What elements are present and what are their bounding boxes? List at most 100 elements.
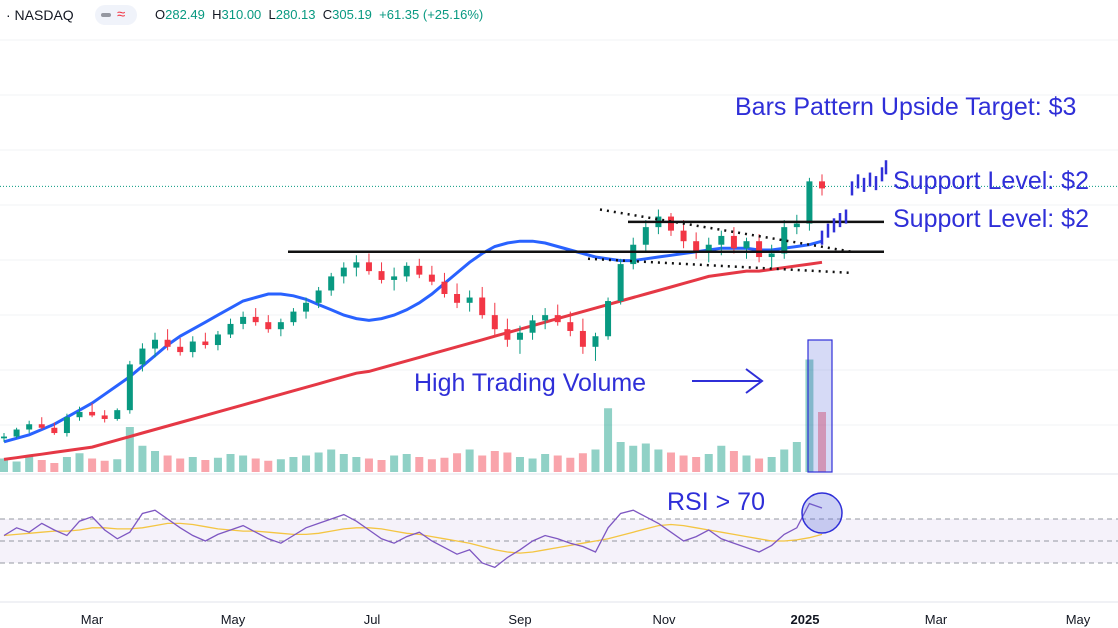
candle: [202, 341, 209, 346]
close-label: C: [322, 7, 333, 22]
volume-bar: [805, 359, 814, 472]
candle: [252, 316, 259, 323]
volume-bar: [201, 460, 210, 472]
volume-bar: [390, 455, 399, 472]
candle: [630, 244, 637, 265]
volume-bar: [792, 442, 801, 472]
volume-bar: [767, 457, 776, 472]
volume-bar: [566, 457, 575, 472]
volume-bar: [641, 443, 650, 472]
candle: [491, 315, 498, 330]
volume-bar: [453, 453, 462, 472]
volume-bar: [679, 455, 688, 472]
volume-bar: [427, 459, 436, 472]
volume-bar: [478, 455, 487, 472]
low-label: L: [268, 7, 276, 22]
volume-bar: [176, 458, 185, 472]
candle: [353, 262, 360, 268]
volume-bar: [352, 457, 361, 472]
candle: [227, 323, 234, 335]
candle: [428, 274, 435, 282]
candle: [315, 290, 322, 303]
volume-bar: [541, 454, 550, 472]
volume-bar: [75, 453, 84, 472]
candle: [642, 227, 649, 245]
candle: [303, 302, 310, 312]
volume-bar: [717, 445, 726, 472]
candle: [265, 322, 272, 330]
volume-bar: [264, 460, 273, 472]
support-label-upper: Support Level: $2: [893, 167, 1089, 195]
wave-icon: ≈: [117, 6, 126, 23]
high-label: H: [212, 7, 222, 22]
volume-bar: [125, 427, 134, 472]
candle: [504, 329, 511, 340]
candle: [605, 301, 612, 337]
volume-bar: [226, 454, 235, 472]
candle: [76, 411, 83, 418]
candle: [189, 341, 196, 353]
candle: [768, 253, 775, 258]
time-axis-tick: Mar: [81, 612, 104, 627]
candle: [529, 320, 536, 333]
volume-bar: [327, 449, 336, 472]
ohlc-readout: O282.49 H310.00 L280.13 C305.19 +61.35 (…: [155, 7, 483, 22]
time-axis-tick: Sep: [508, 612, 531, 627]
volume-bar: [50, 463, 59, 472]
candle: [516, 332, 523, 340]
candle: [13, 429, 20, 437]
volume-bar: [616, 442, 625, 472]
candle: [730, 235, 737, 249]
volume-bar: [37, 460, 46, 472]
time-axis-tick: May: [1066, 612, 1091, 627]
candle: [126, 364, 133, 411]
candle: [617, 264, 624, 302]
open-value: 282.49: [165, 7, 205, 22]
time-axis-tick: Nov: [652, 612, 676, 627]
volume-highlight-box: [807, 339, 833, 473]
volume-bar: [629, 445, 638, 472]
candle: [705, 244, 712, 252]
volume-bar: [302, 455, 311, 472]
candle: [101, 415, 108, 419]
candle: [114, 410, 121, 419]
volume-bar: [239, 455, 248, 472]
candle: [139, 348, 146, 365]
volume-bar: [742, 455, 751, 472]
candle: [290, 311, 297, 323]
volume-bar: [213, 457, 222, 472]
volume-bar: [553, 455, 562, 472]
candle: [819, 181, 825, 189]
candle: [680, 230, 687, 242]
volume-bar: [692, 457, 701, 472]
volume-bar: [364, 458, 373, 472]
volume-bar: [138, 445, 147, 472]
open-label: O: [155, 7, 166, 22]
candle: [756, 241, 763, 258]
volume-bar: [465, 449, 474, 472]
candle: [26, 424, 33, 430]
target-annotation: Bars Pattern Upside Target: $3: [735, 93, 1076, 121]
symbol-label[interactable]: · NASDAQ: [6, 7, 74, 23]
candle: [793, 223, 800, 228]
volume-bar: [163, 455, 172, 472]
rsi-line: [3, 502, 823, 569]
volume-bar: [251, 458, 260, 472]
chart-type-toggle[interactable]: ≈: [95, 5, 137, 25]
volume-bar: [339, 454, 348, 472]
volume-bar: [62, 457, 71, 472]
candle: [1, 436, 7, 439]
change-value: +61.35 (+25.16%): [379, 7, 484, 22]
arrow-head: [745, 368, 764, 394]
volume-bar: [503, 452, 512, 472]
time-axis-tick: 2025: [791, 612, 820, 627]
pattern-trendline-upper: [599, 208, 853, 253]
candle: [479, 297, 486, 316]
candle: [567, 322, 574, 331]
candle: [579, 330, 586, 347]
volume-bar: [528, 458, 537, 472]
high-value: 310.00: [221, 7, 262, 22]
candle: [592, 336, 599, 347]
candle: [378, 271, 385, 280]
